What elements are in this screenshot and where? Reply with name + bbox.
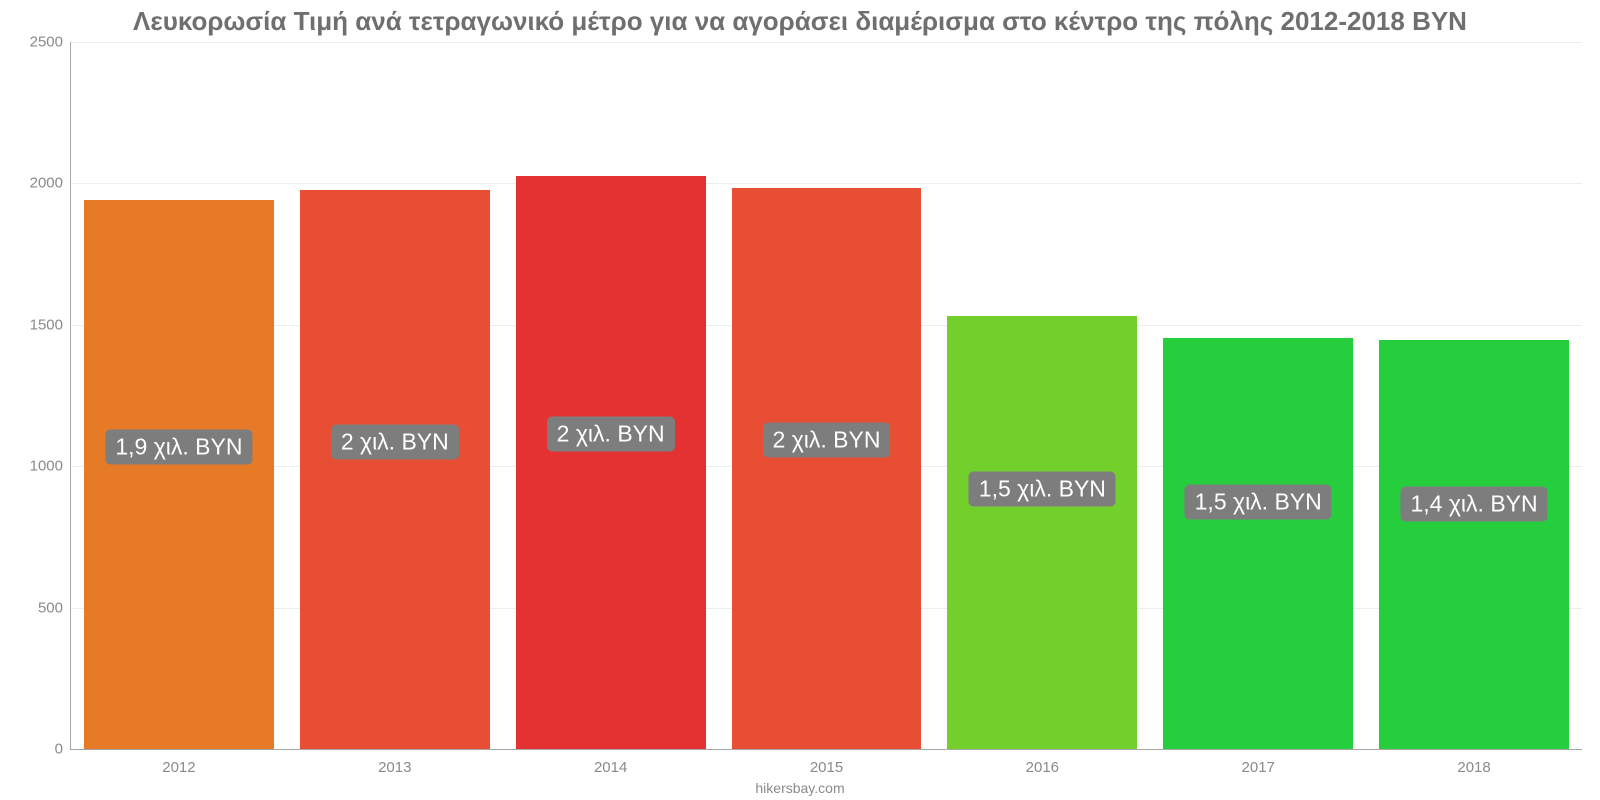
x-axis-tick-label: 2013: [378, 749, 411, 776]
bar-2017: [1163, 338, 1353, 749]
x-axis-tick-label: 2017: [1242, 749, 1275, 776]
bar-value-label: 1,4 χιλ. BYN: [1401, 486, 1548, 521]
bar-value-label: 1,5 χιλ. BYN: [1185, 485, 1332, 520]
y-axis-tick-label: 500: [38, 599, 71, 616]
bar-value-label: 1,5 χιλ. BYN: [969, 472, 1116, 507]
bar-2015: [732, 188, 922, 749]
y-axis-tick-label: 1000: [30, 458, 71, 475]
bar-2012: [84, 200, 274, 749]
bar-value-label: 2 χιλ. BYN: [331, 424, 459, 459]
plot-area: 0500100015002000250020121,9 χιλ. BYN2013…: [70, 42, 1582, 750]
x-axis-tick-label: 2014: [594, 749, 627, 776]
chart-title: Λευκορωσία Τιμή ανά τετραγωνικό μέτρο γι…: [0, 6, 1600, 37]
gridline: [71, 183, 1582, 184]
y-axis-tick-label: 0: [55, 741, 71, 758]
chart-source: hikersbay.com: [0, 780, 1600, 796]
bar-2014: [516, 176, 706, 749]
gridline: [71, 42, 1582, 43]
x-axis-tick-label: 2012: [162, 749, 195, 776]
bar-value-label: 2 χιλ. BYN: [763, 423, 891, 458]
x-axis-tick-label: 2018: [1457, 749, 1490, 776]
y-axis-tick-label: 2000: [30, 175, 71, 192]
bar-value-label: 1,9 χιλ. BYN: [105, 430, 252, 465]
bar-2018: [1379, 340, 1569, 749]
y-axis-tick-label: 1500: [30, 316, 71, 333]
bar-2016: [947, 316, 1137, 749]
price-chart: Λευκορωσία Τιμή ανά τετραγωνικό μέτρο γι…: [0, 0, 1600, 800]
bar-2013: [300, 190, 490, 749]
bar-value-label: 2 χιλ. BYN: [547, 417, 675, 452]
x-axis-tick-label: 2016: [1026, 749, 1059, 776]
y-axis-tick-label: 2500: [30, 34, 71, 51]
x-axis-tick-label: 2015: [810, 749, 843, 776]
